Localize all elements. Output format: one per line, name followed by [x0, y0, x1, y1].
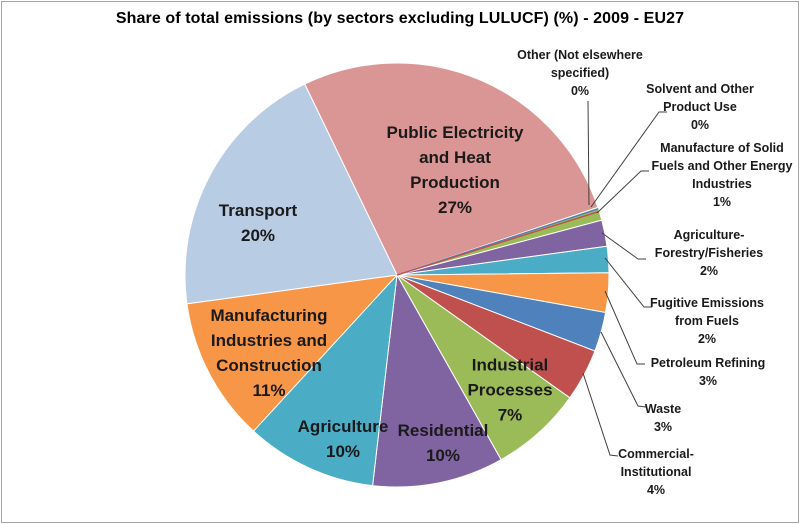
slice-label-line: from Fuels — [675, 314, 739, 328]
pie-slice-transport[interactable] — [184, 83, 398, 305]
slice-label-line: 27% — [437, 198, 473, 217]
slice-label-fugitive-emissions-from-fuels: Fugitive Emissions from Fuels 2% — [650, 294, 764, 348]
slice-label-manufacture-of-solid-fuels-and-other-energy-industries: Manufacture of Solid Fuels and Other Ener… — [651, 139, 792, 211]
slice-label-residential: Residential 10% — [398, 418, 489, 468]
pie-slice-solvent-and-other-product-use[interactable] — [396, 210, 600, 276]
pie-slice-public-electricity-and-heat-production[interactable] — [304, 62, 599, 276]
slice-label-line: 3% — [698, 374, 718, 388]
slice-label-line: 0% — [690, 118, 710, 132]
slice-label-line: Institutional — [620, 465, 692, 479]
slice-label-line: and Heat — [419, 148, 491, 167]
slice-label-line: 7% — [497, 405, 523, 425]
slice-label-line: Industries — [692, 177, 752, 191]
slice-label-solvent-and-other-product-use: Solvent and Other Product Use 0% — [646, 80, 754, 134]
pie-slice-residential[interactable] — [372, 273, 502, 488]
slice-label-line: Residential — [397, 421, 489, 440]
slice-label-line: Manufacturing — [210, 306, 328, 325]
slice-label-line: 20% — [240, 226, 276, 245]
slice-label-agriculture-forestry-fisheries: Agriculture- Forestry/Fisheries 2% — [655, 226, 763, 280]
slice-label-line: Construction — [216, 356, 322, 375]
leader-line-commercial-institutional — [582, 372, 619, 457]
slice-label-public-electricity-and-heat-production: Public Electricity and Heat Production 27% — [387, 120, 524, 220]
slice-label-line: Other (Not elsewhere — [517, 48, 643, 62]
leader-line-fugitive-emissions-from-fuels — [604, 257, 652, 308]
slice-label-manufacturing-industries-and-construction: Manufacturing Industries and Construction 1… — [210, 303, 327, 403]
slice-label-agriculture: Agriculture 10% — [298, 414, 389, 464]
slice-label-line: 0% — [570, 84, 590, 98]
slice-label-waste: Waste 3% — [645, 400, 681, 436]
slice-label-line: Agriculture — [297, 417, 389, 436]
leader-line-manufacture-of-solid-fuels-and-other-energy-industries — [596, 170, 649, 214]
slice-label-line: 2% — [697, 332, 717, 346]
slice-label-line: Waste — [644, 402, 682, 416]
chart-title: Share of total emissions (by sectors exc… — [115, 10, 685, 27]
leader-line-other-not-elsewhere-specified — [587, 100, 590, 206]
pie-slice-agriculture[interactable] — [252, 273, 398, 487]
slice-label-line: 1% — [712, 195, 732, 209]
slice-label-line: Petroleum Refining — [650, 356, 766, 370]
slice-label-line: Industries and — [210, 331, 328, 350]
slice-label-line: Solvent and Other — [646, 82, 754, 96]
slice-label-line: Forestry/Fisheries — [654, 246, 764, 260]
slice-label-line: 2% — [699, 264, 719, 278]
slice-label-line: Production — [410, 173, 500, 192]
slice-label-line: Manufacture of Solid — [660, 141, 784, 155]
slice-label-line: Fugitive Emissions — [650, 296, 764, 310]
slice-label-line: Industrial — [471, 355, 549, 375]
slice-label-line: 4% — [646, 483, 666, 497]
slice-label-line: Commercial- — [618, 447, 694, 461]
slice-label-other-not-elsewhere-specified: Other (Not elsewhere specified) 0% — [517, 46, 643, 100]
slice-label-commercial-institutional: Commercial- Institutional 4% — [618, 445, 694, 499]
slice-label-line: 10% — [325, 442, 361, 461]
slice-label-line: specified) — [550, 66, 610, 80]
slice-label-line: 3% — [653, 420, 673, 434]
slice-label-petroleum-refining: Petroleum Refining 3% — [651, 354, 766, 390]
slice-label-line: Agriculture- — [673, 228, 745, 242]
slice-label-line: Fuels and Other Energy — [651, 159, 793, 173]
pie-slice-manufacturing-industries-and-construction[interactable] — [186, 274, 399, 432]
leader-line-petroleum-refining — [604, 290, 645, 365]
leader-line-waste — [600, 331, 647, 408]
slice-label-line: 10% — [425, 446, 461, 465]
slice-label-industrial-processes: Industrial Processes 7% — [467, 353, 552, 428]
slice-label-line: 11% — [252, 381, 286, 400]
slice-label-transport: Transport 20% — [219, 198, 297, 248]
leader-line-agriculture-forestry-fisheries — [601, 232, 646, 260]
slice-label-line: Processes — [467, 380, 553, 400]
slice-label-line: Product Use — [663, 100, 737, 114]
slice-label-line: Transport — [218, 201, 298, 220]
slice-label-line: Public Electricity — [386, 123, 524, 142]
leader-line-solvent-and-other-product-use — [590, 111, 667, 208]
